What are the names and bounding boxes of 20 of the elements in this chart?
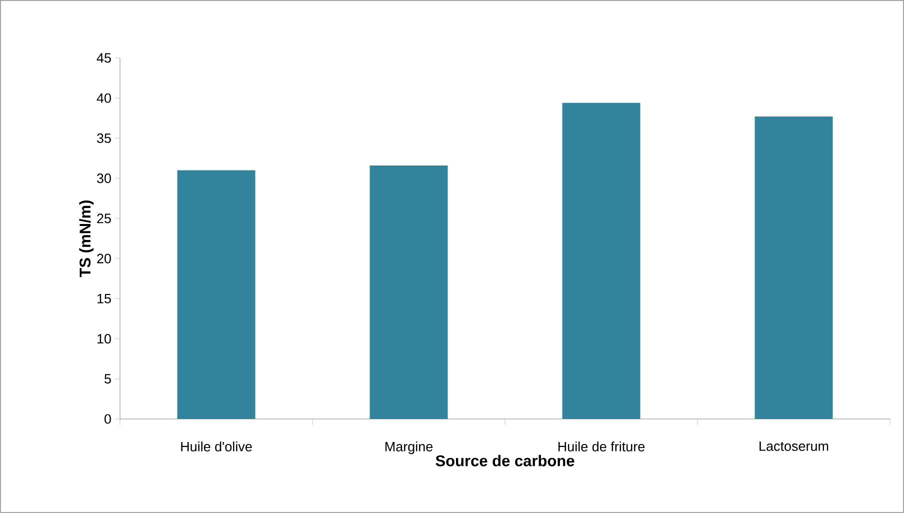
bar	[177, 170, 256, 419]
y-tick-label: 45	[96, 53, 111, 63]
x-tick-label: Lactoserum	[760, 442, 828, 451]
y-tick-label: 30	[96, 174, 111, 184]
y-tick-label: 15	[98, 294, 111, 304]
y-tick-label: 10	[98, 334, 111, 344]
y-tick-label: 0	[104, 414, 111, 424]
y-tick-label: 25	[97, 214, 111, 224]
x-tick-label: Huile d'olive	[181, 442, 252, 452]
x-axis-title: Source de carbone	[436, 454, 574, 466]
x-tick-label: Huile de friture	[558, 442, 645, 452]
x-tick-label: Margine	[385, 442, 433, 454]
y-tick-label: 5	[104, 374, 111, 384]
y-axis-title: TS (mN/m)	[79, 200, 94, 278]
bar	[562, 102, 640, 419]
bar	[754, 116, 833, 419]
y-tick-label: 20	[97, 254, 111, 264]
y-tick-label: 40	[96, 93, 111, 103]
bar	[370, 165, 448, 419]
y-tick-label: 35	[96, 133, 111, 143]
